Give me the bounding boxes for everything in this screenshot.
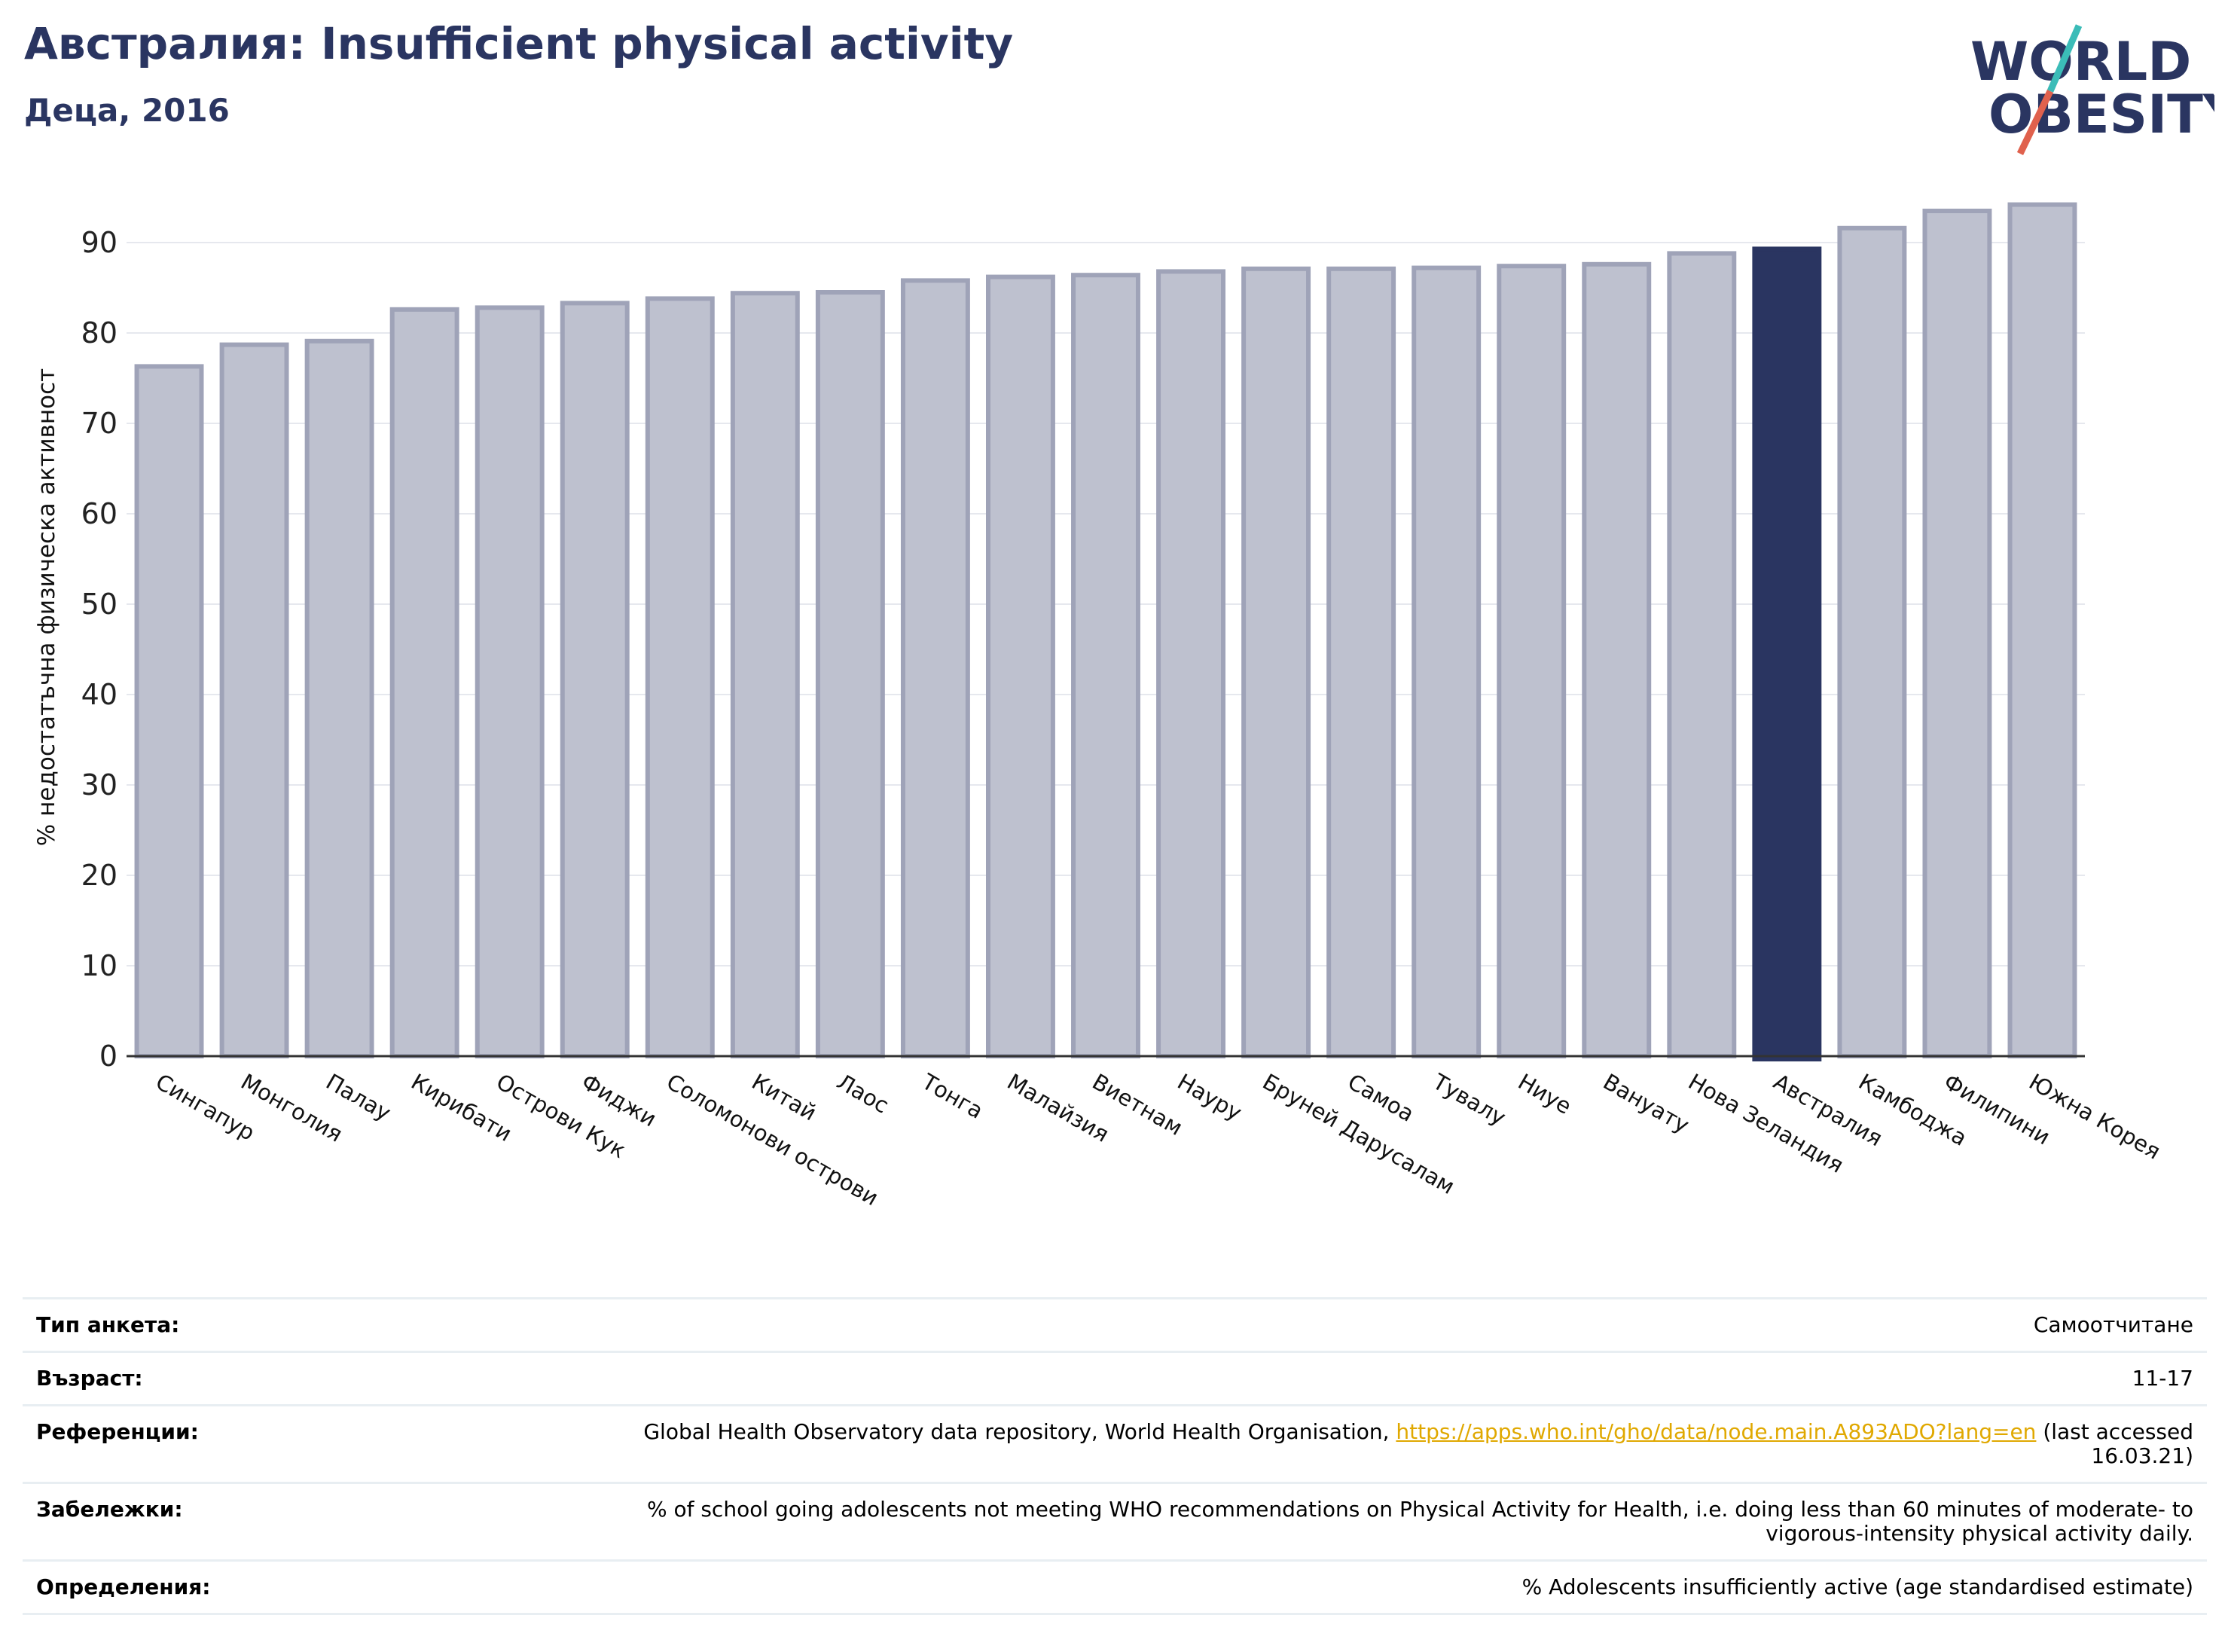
bar-Южна Корея <box>2007 202 2077 1059</box>
meta-value: Global Health Observatory data repositor… <box>577 1404 2207 1484</box>
x-tick-label: Нова Зеландия <box>1684 1069 1848 1178</box>
meta-label: Възраст: <box>23 1351 577 1406</box>
logo-line1: WORLD <box>1970 31 2191 93</box>
bar-Сингапур <box>134 364 204 1058</box>
bar-Бруней Дарусалам <box>1241 266 1311 1058</box>
bar-Самоа <box>1326 266 1396 1058</box>
y-tick-label: 90 <box>81 226 118 259</box>
meta-value: % of school going adolescents not meetin… <box>577 1482 2207 1562</box>
meta-value: 11-17 <box>577 1351 2207 1406</box>
bar-Австралия <box>1752 246 1822 1061</box>
bar-Лаос <box>815 290 885 1058</box>
y-tick-label: 10 <box>81 949 118 982</box>
bar-Вануату <box>1582 261 1652 1058</box>
y-tick-label: 0 <box>99 1040 118 1073</box>
x-tick-label: Вануату <box>1599 1069 1694 1138</box>
meta-value: Самоотчитане <box>577 1297 2207 1353</box>
meta-row-definitions: Определения: % Adolescents insufficientl… <box>23 1559 2207 1615</box>
meta-row-references: Референции: Global Health Observatory da… <box>23 1404 2207 1484</box>
x-tick-label: Ниуе <box>1514 1069 1576 1119</box>
meta-row-notes: Забележки: % of school going adolescents… <box>23 1482 2207 1562</box>
bar-Монголия <box>219 342 289 1059</box>
reference-link[interactable]: https://apps.who.int/gho/data/node.main.… <box>1396 1419 2037 1444</box>
bar-Нова Зеландия <box>1667 251 1737 1058</box>
x-tick-label: Лаос <box>832 1069 893 1119</box>
bar-Науру <box>1156 269 1225 1058</box>
bar-Фиджи <box>560 301 630 1058</box>
y-tick-labels: 0 10 20 30 40 50 60 70 80 90 <box>81 226 118 1073</box>
world-obesity-logo: WORLD OBESITY <box>1970 24 2214 155</box>
y-tick-label: 70 <box>81 407 118 440</box>
meta-label: Определения: <box>23 1559 577 1615</box>
logo-slash-red <box>2016 90 2054 155</box>
meta-label: Тип анкета: <box>23 1297 577 1353</box>
x-tick-label: Южна Корея <box>2025 1069 2165 1165</box>
meta-label: Референции: <box>23 1404 577 1484</box>
bar-Виетнам <box>1071 273 1140 1059</box>
bar-Китай <box>730 291 800 1058</box>
y-tick-label: 30 <box>81 768 118 802</box>
bar-Острови Кук <box>475 305 545 1058</box>
logo-slash-teal <box>2046 24 2083 93</box>
page-title: Австралия: Insufficient physical activit… <box>24 18 1014 69</box>
bar-Соломонови острови <box>645 296 715 1058</box>
y-tick-label: 20 <box>81 859 118 892</box>
bar-Ниуе <box>1497 264 1567 1059</box>
y-tick-label: 80 <box>81 316 118 350</box>
reference-text: Global Health Observatory data repositor… <box>643 1419 1396 1444</box>
bar-Филипини <box>1922 209 1992 1058</box>
bars <box>134 202 2077 1061</box>
x-tick-label: Тонга <box>917 1068 988 1124</box>
meta-row-age: Възраст: 11-17 <box>23 1351 2207 1406</box>
meta-row-survey-type: Тип анкета: Самоотчитане <box>23 1297 2207 1353</box>
reference-suffix: (last accessed 16.03.21) <box>2036 1419 2193 1468</box>
bar-Кирибати <box>389 307 459 1058</box>
y-tick-label: 50 <box>81 588 118 621</box>
metadata-table: Тип анкета: Самоотчитане Възраст: 11-17 … <box>23 1297 2207 1615</box>
meta-value: % Adolescents insufficiently active (age… <box>577 1559 2207 1615</box>
bar-Камбоджа <box>1837 225 1907 1058</box>
bar-Тувалу <box>1412 265 1482 1059</box>
bar-chart: 0 10 20 30 40 50 60 70 80 90 СингапурМонголияПала… <box>33 202 2165 1211</box>
bar-Малайзия <box>986 274 1055 1059</box>
y-tick-label: 40 <box>81 678 118 711</box>
meta-label: Забележки: <box>23 1482 577 1562</box>
y-tick-label: 60 <box>81 497 118 530</box>
bar-Тонга <box>900 278 970 1058</box>
page-subtitle: Деца, 2016 <box>24 92 230 129</box>
x-tick-label: Тувалу <box>1428 1068 1510 1131</box>
y-axis-label: % недостатъчна физическа активност <box>33 368 60 846</box>
bar-Палау <box>304 338 374 1058</box>
